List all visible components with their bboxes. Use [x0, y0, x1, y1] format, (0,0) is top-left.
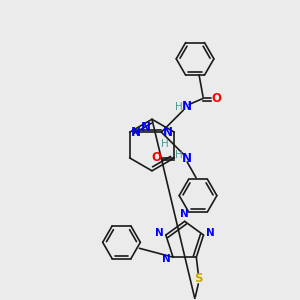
Text: H: H	[160, 139, 168, 149]
Text: N: N	[162, 254, 170, 264]
Text: O: O	[152, 152, 161, 164]
Text: N: N	[182, 100, 192, 113]
Text: N: N	[182, 152, 192, 165]
Text: H: H	[175, 102, 183, 112]
Text: N: N	[163, 126, 173, 139]
Text: O: O	[212, 92, 222, 105]
Text: H: H	[175, 150, 183, 160]
Text: N: N	[180, 209, 189, 219]
Text: N: N	[154, 228, 163, 238]
Text: N: N	[130, 126, 141, 139]
Text: N: N	[206, 228, 215, 238]
Text: S: S	[194, 272, 202, 286]
Text: N: N	[140, 121, 151, 134]
